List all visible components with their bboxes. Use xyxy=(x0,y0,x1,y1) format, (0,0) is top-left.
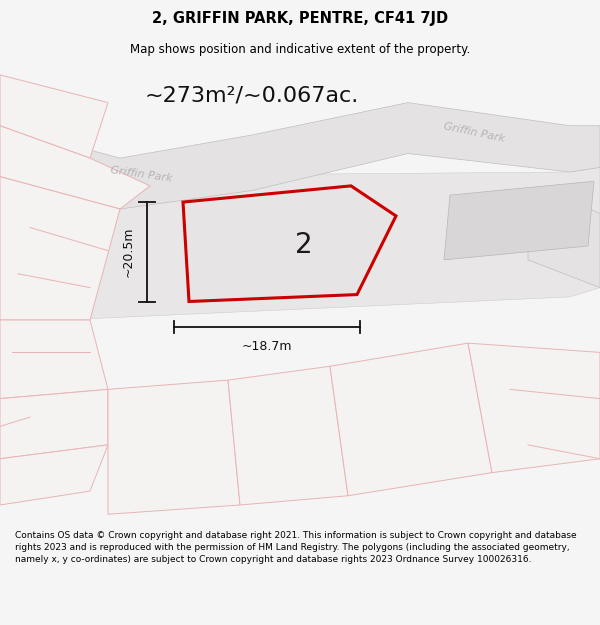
Text: 2: 2 xyxy=(295,231,313,259)
Polygon shape xyxy=(0,102,600,209)
Polygon shape xyxy=(468,343,600,472)
Text: ~20.5m: ~20.5m xyxy=(121,226,134,277)
Text: ~18.7m: ~18.7m xyxy=(242,340,292,353)
Polygon shape xyxy=(108,380,240,514)
Text: Map shows position and indicative extent of the property.: Map shows position and indicative extent… xyxy=(130,42,470,56)
Text: ~273m²/~0.067ac.: ~273m²/~0.067ac. xyxy=(145,86,359,106)
Text: Contains OS data © Crown copyright and database right 2021. This information is : Contains OS data © Crown copyright and d… xyxy=(15,531,577,564)
Polygon shape xyxy=(0,75,108,158)
Text: Griffin Park: Griffin Park xyxy=(109,165,173,184)
Polygon shape xyxy=(0,445,108,505)
Text: 2, GRIFFIN PARK, PENTRE, CF41 7JD: 2, GRIFFIN PARK, PENTRE, CF41 7JD xyxy=(152,11,448,26)
Polygon shape xyxy=(0,389,108,459)
Polygon shape xyxy=(0,126,150,209)
Polygon shape xyxy=(0,320,108,399)
Polygon shape xyxy=(528,200,600,288)
Polygon shape xyxy=(183,186,396,301)
Text: Griffin Park: Griffin Park xyxy=(442,121,506,144)
Polygon shape xyxy=(444,181,594,260)
Polygon shape xyxy=(0,168,600,320)
Polygon shape xyxy=(0,177,120,320)
Polygon shape xyxy=(228,366,348,505)
Polygon shape xyxy=(330,343,492,496)
